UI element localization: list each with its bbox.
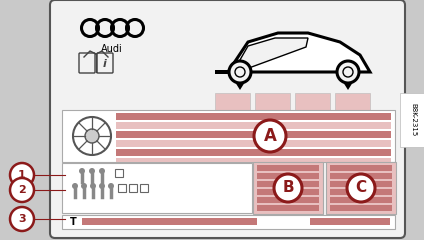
Bar <box>326 162 396 214</box>
Bar <box>257 173 319 179</box>
Circle shape <box>89 168 95 174</box>
Circle shape <box>99 168 105 174</box>
Text: i: i <box>103 59 107 69</box>
Circle shape <box>81 183 87 189</box>
Circle shape <box>347 174 375 202</box>
Bar <box>257 165 319 171</box>
Bar <box>116 158 391 162</box>
Bar <box>116 149 391 156</box>
Circle shape <box>72 183 78 189</box>
Circle shape <box>85 129 99 143</box>
Bar <box>62 110 395 162</box>
Text: 3: 3 <box>18 214 26 224</box>
Text: T: T <box>70 217 77 227</box>
Bar <box>62 215 395 229</box>
Bar <box>116 131 391 138</box>
Circle shape <box>10 163 34 187</box>
Circle shape <box>235 67 245 77</box>
Circle shape <box>254 120 286 152</box>
Bar <box>115 169 123 177</box>
Bar <box>253 162 323 214</box>
Circle shape <box>79 168 85 174</box>
Bar <box>118 184 126 192</box>
Bar <box>310 218 390 225</box>
Bar <box>116 113 391 120</box>
Circle shape <box>274 174 302 202</box>
Bar <box>330 189 392 195</box>
Text: A: A <box>264 127 276 145</box>
Circle shape <box>10 178 34 202</box>
Polygon shape <box>235 82 245 90</box>
Bar <box>330 165 392 171</box>
Bar <box>62 163 252 213</box>
Bar <box>215 93 250 111</box>
FancyBboxPatch shape <box>79 53 95 73</box>
FancyBboxPatch shape <box>97 53 113 73</box>
Polygon shape <box>215 33 370 72</box>
Bar <box>295 93 330 111</box>
Circle shape <box>90 183 96 189</box>
Bar <box>257 197 319 203</box>
Circle shape <box>10 207 34 231</box>
Circle shape <box>337 61 359 83</box>
Text: Audi: Audi <box>101 44 123 54</box>
Circle shape <box>343 67 353 77</box>
Bar <box>330 173 392 179</box>
Text: B8K-2315: B8K-2315 <box>410 103 416 137</box>
Bar <box>140 184 148 192</box>
Bar <box>116 122 391 129</box>
Bar <box>330 181 392 187</box>
Bar <box>330 197 392 203</box>
Bar <box>257 189 319 195</box>
Bar <box>82 218 257 225</box>
FancyBboxPatch shape <box>50 0 405 238</box>
Bar <box>257 205 319 211</box>
Polygon shape <box>343 82 353 90</box>
Polygon shape <box>233 38 308 72</box>
Text: 2: 2 <box>18 185 26 195</box>
Text: 1: 1 <box>18 170 26 180</box>
Text: B: B <box>282 180 294 196</box>
Circle shape <box>99 183 105 189</box>
Bar <box>330 205 392 211</box>
Text: C: C <box>355 180 367 196</box>
Bar <box>257 181 319 187</box>
Circle shape <box>108 183 114 189</box>
Bar <box>116 140 391 147</box>
Circle shape <box>229 61 251 83</box>
Bar <box>129 184 137 192</box>
Circle shape <box>73 117 111 155</box>
Bar <box>335 93 370 111</box>
Bar <box>255 93 290 111</box>
